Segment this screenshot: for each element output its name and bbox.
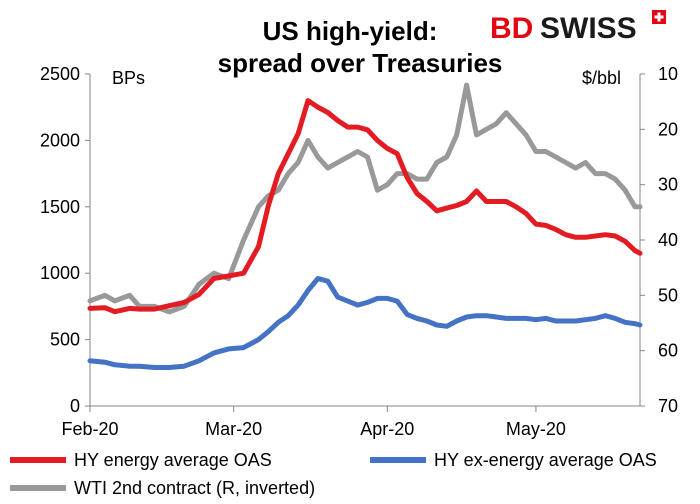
chart-title-line-2: spread over Treasuries bbox=[218, 48, 503, 78]
right-tick-label: 20 bbox=[658, 119, 678, 139]
x-tick-label: Feb-20 bbox=[61, 419, 118, 439]
brand-logo: BD SWISS bbox=[490, 10, 666, 45]
left-tick-label: 500 bbox=[50, 330, 80, 350]
left-tick-label: 1000 bbox=[40, 263, 80, 283]
legend-label-hy-energy: HY energy average OAS bbox=[74, 450, 272, 470]
left-tick-label: 2000 bbox=[40, 130, 80, 150]
swiss-cross-icon bbox=[652, 10, 666, 24]
series-line-wti bbox=[87, 82, 643, 315]
series-line-hy-ex-energy bbox=[87, 276, 643, 370]
right-axis-ticks: 10 20 30 40 50 60 70 bbox=[640, 64, 678, 416]
x-tick-label: Apr-20 bbox=[360, 419, 414, 439]
logo-bd-text: BD bbox=[490, 12, 533, 45]
left-tick-label: 2500 bbox=[40, 64, 80, 84]
series-line-hy-energy bbox=[87, 98, 643, 315]
right-axis-label: $/bbl bbox=[582, 68, 621, 88]
right-tick-label: 30 bbox=[658, 175, 678, 195]
chart-title-line-1: US high-yield: bbox=[263, 16, 438, 46]
left-tick-label: 1500 bbox=[40, 197, 80, 217]
right-tick-label: 60 bbox=[658, 341, 678, 361]
right-tick-label: 40 bbox=[658, 230, 678, 250]
logo-swiss-text: SWISS bbox=[540, 12, 637, 45]
left-axis-ticks: 0 500 1000 1500 2000 2500 bbox=[40, 64, 90, 416]
legend: HY energy average OAS HY ex-energy avera… bbox=[10, 450, 657, 498]
right-tick-label: 10 bbox=[658, 64, 678, 84]
x-tick-label: May-20 bbox=[506, 419, 566, 439]
right-tick-label: 50 bbox=[658, 285, 678, 305]
left-axis-label: BPs bbox=[112, 68, 145, 88]
right-tick-label: 70 bbox=[658, 396, 678, 416]
legend-label-wti: WTI 2nd contract (R, inverted) bbox=[74, 478, 315, 498]
x-tick-label: Mar-20 bbox=[205, 419, 262, 439]
x-axis-ticks: Feb-20 Mar-20 Apr-20 May-20 bbox=[61, 406, 566, 439]
left-tick-label: 0 bbox=[70, 396, 80, 416]
legend-label-hy-ex-energy: HY ex-energy average OAS bbox=[434, 450, 657, 470]
series-lines bbox=[87, 82, 643, 370]
